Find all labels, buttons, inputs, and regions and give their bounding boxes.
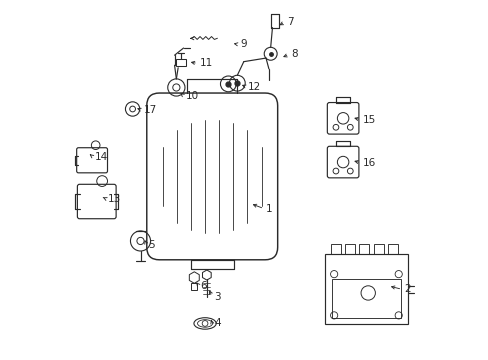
- Bar: [344, 244, 354, 255]
- Text: 4: 4: [214, 319, 220, 328]
- Text: 1: 1: [265, 204, 272, 214]
- Bar: [330, 244, 340, 255]
- Bar: [387, 244, 397, 255]
- Text: 6: 6: [201, 281, 207, 291]
- Text: 16: 16: [362, 158, 375, 168]
- Bar: [373, 244, 383, 255]
- Text: 14: 14: [94, 152, 108, 162]
- Bar: [331, 279, 400, 318]
- Bar: [176, 59, 185, 66]
- Text: 12: 12: [247, 82, 261, 92]
- Text: 13: 13: [107, 194, 121, 204]
- Bar: [191, 283, 197, 291]
- Text: 8: 8: [290, 49, 297, 59]
- Text: 11: 11: [199, 58, 212, 68]
- Text: 9: 9: [240, 40, 246, 49]
- Text: 5: 5: [148, 239, 155, 249]
- Text: 2: 2: [403, 284, 410, 294]
- Text: 7: 7: [286, 17, 293, 27]
- Bar: [359, 244, 368, 255]
- Bar: [325, 255, 407, 324]
- Text: 17: 17: [143, 105, 156, 115]
- Text: 15: 15: [362, 115, 375, 125]
- Text: 3: 3: [214, 292, 220, 302]
- Text: 10: 10: [185, 91, 198, 101]
